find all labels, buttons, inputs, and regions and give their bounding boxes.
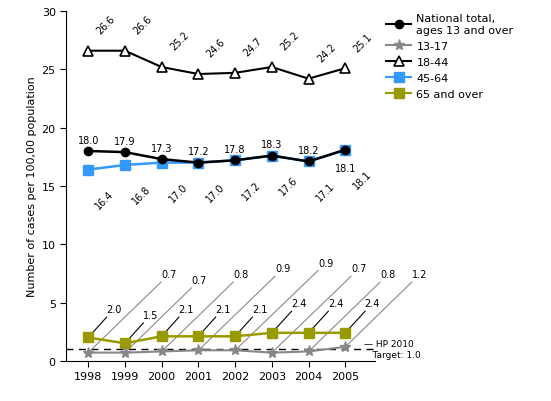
Text: 0.7: 0.7 (272, 264, 367, 353)
Text: 2.1: 2.1 (235, 304, 267, 336)
Text: 17.2: 17.2 (241, 180, 263, 202)
Text: 0.7: 0.7 (125, 275, 207, 353)
Text: 17.6: 17.6 (277, 175, 300, 197)
Text: 0.8: 0.8 (161, 269, 249, 352)
Y-axis label: Number of cases per 100,00 population: Number of cases per 100,00 population (28, 76, 37, 297)
Text: 16.8: 16.8 (131, 184, 153, 206)
Legend: National total,
ages 13 and over, 13-17, 18-44, 45-64, 65 and over: National total, ages 13 and over, 13-17,… (386, 14, 514, 100)
Text: 24.7: 24.7 (242, 36, 264, 59)
Text: 1.2: 1.2 (345, 269, 428, 347)
Text: 18.2: 18.2 (298, 146, 320, 156)
Text: 17.2: 17.2 (187, 147, 209, 157)
Text: 17.9: 17.9 (114, 136, 136, 146)
Text: 2.1: 2.1 (161, 304, 194, 336)
Text: 18.1: 18.1 (351, 169, 373, 191)
Text: 25.2: 25.2 (168, 30, 191, 53)
Text: 26.6: 26.6 (95, 14, 117, 36)
Text: 2.4: 2.4 (345, 299, 380, 333)
Text: 17.1: 17.1 (314, 180, 336, 203)
Text: 1.5: 1.5 (125, 310, 158, 343)
Text: — HP 2010
   Target: 1.0: — HP 2010 Target: 1.0 (364, 340, 420, 359)
Text: 2.1: 2.1 (198, 304, 230, 336)
Text: 2.0: 2.0 (88, 304, 122, 338)
Text: 26.6: 26.6 (132, 14, 154, 36)
Text: 18.0: 18.0 (78, 135, 99, 145)
Text: 0.9: 0.9 (235, 258, 334, 350)
Text: 2.4: 2.4 (272, 299, 306, 333)
Text: 17.0: 17.0 (204, 182, 226, 204)
Text: 17.0: 17.0 (167, 182, 190, 204)
Text: 17.8: 17.8 (224, 144, 246, 154)
Text: 0.8: 0.8 (309, 269, 396, 352)
Text: 2.4: 2.4 (309, 299, 343, 333)
Text: 16.4: 16.4 (94, 189, 116, 211)
Text: 24.2: 24.2 (315, 42, 338, 65)
Text: 17.3: 17.3 (151, 143, 172, 153)
Text: 0.7: 0.7 (88, 269, 177, 353)
Text: 18.3: 18.3 (261, 140, 283, 150)
Text: 0.9: 0.9 (198, 264, 291, 350)
Text: 25.1: 25.1 (352, 32, 374, 54)
Text: 24.6: 24.6 (205, 37, 227, 60)
Text: 25.2: 25.2 (278, 30, 301, 53)
Text: 18.1: 18.1 (334, 163, 356, 173)
